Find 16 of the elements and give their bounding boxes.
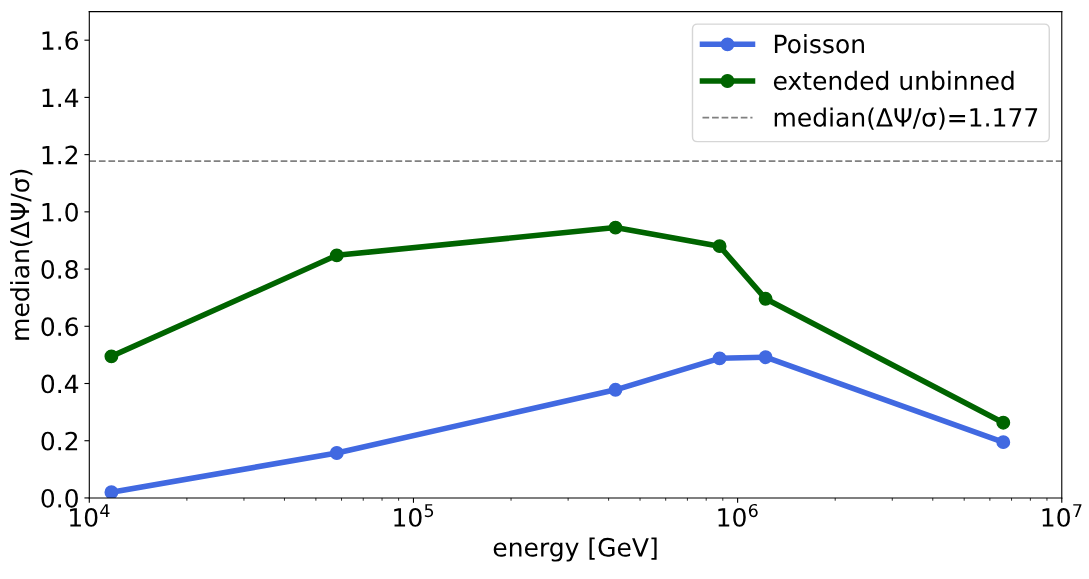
y-tick-label: 1.0	[42, 202, 78, 222]
y-tick-label: 0.8	[41, 260, 78, 279]
legend-label: median(ΔΨ/σ)=1.177	[774, 107, 1038, 130]
legend-label: extended unbinned	[773, 70, 1014, 91]
y-tick-label: 0.6	[41, 317, 78, 337]
y-axis-title: median(ΔΨ/σ)	[10, 169, 33, 340]
x-tick-label: 10$^{6}$	[718, 503, 758, 527]
y-tick-label: 1.4	[42, 88, 79, 107]
y-tick-label: 1.2	[42, 145, 78, 165]
x-tick-label: 10$^{7}$	[1042, 504, 1082, 527]
x-tick-label: 10$^{5}$	[394, 504, 434, 527]
y-tick-label: 0.4	[41, 374, 79, 394]
y-tick-label: 0.2	[41, 431, 78, 451]
legend-label: Poisson	[774, 34, 864, 54]
y-tick-label: 1.6	[42, 31, 78, 51]
x-axis-title: energy [GeV]	[493, 537, 657, 562]
